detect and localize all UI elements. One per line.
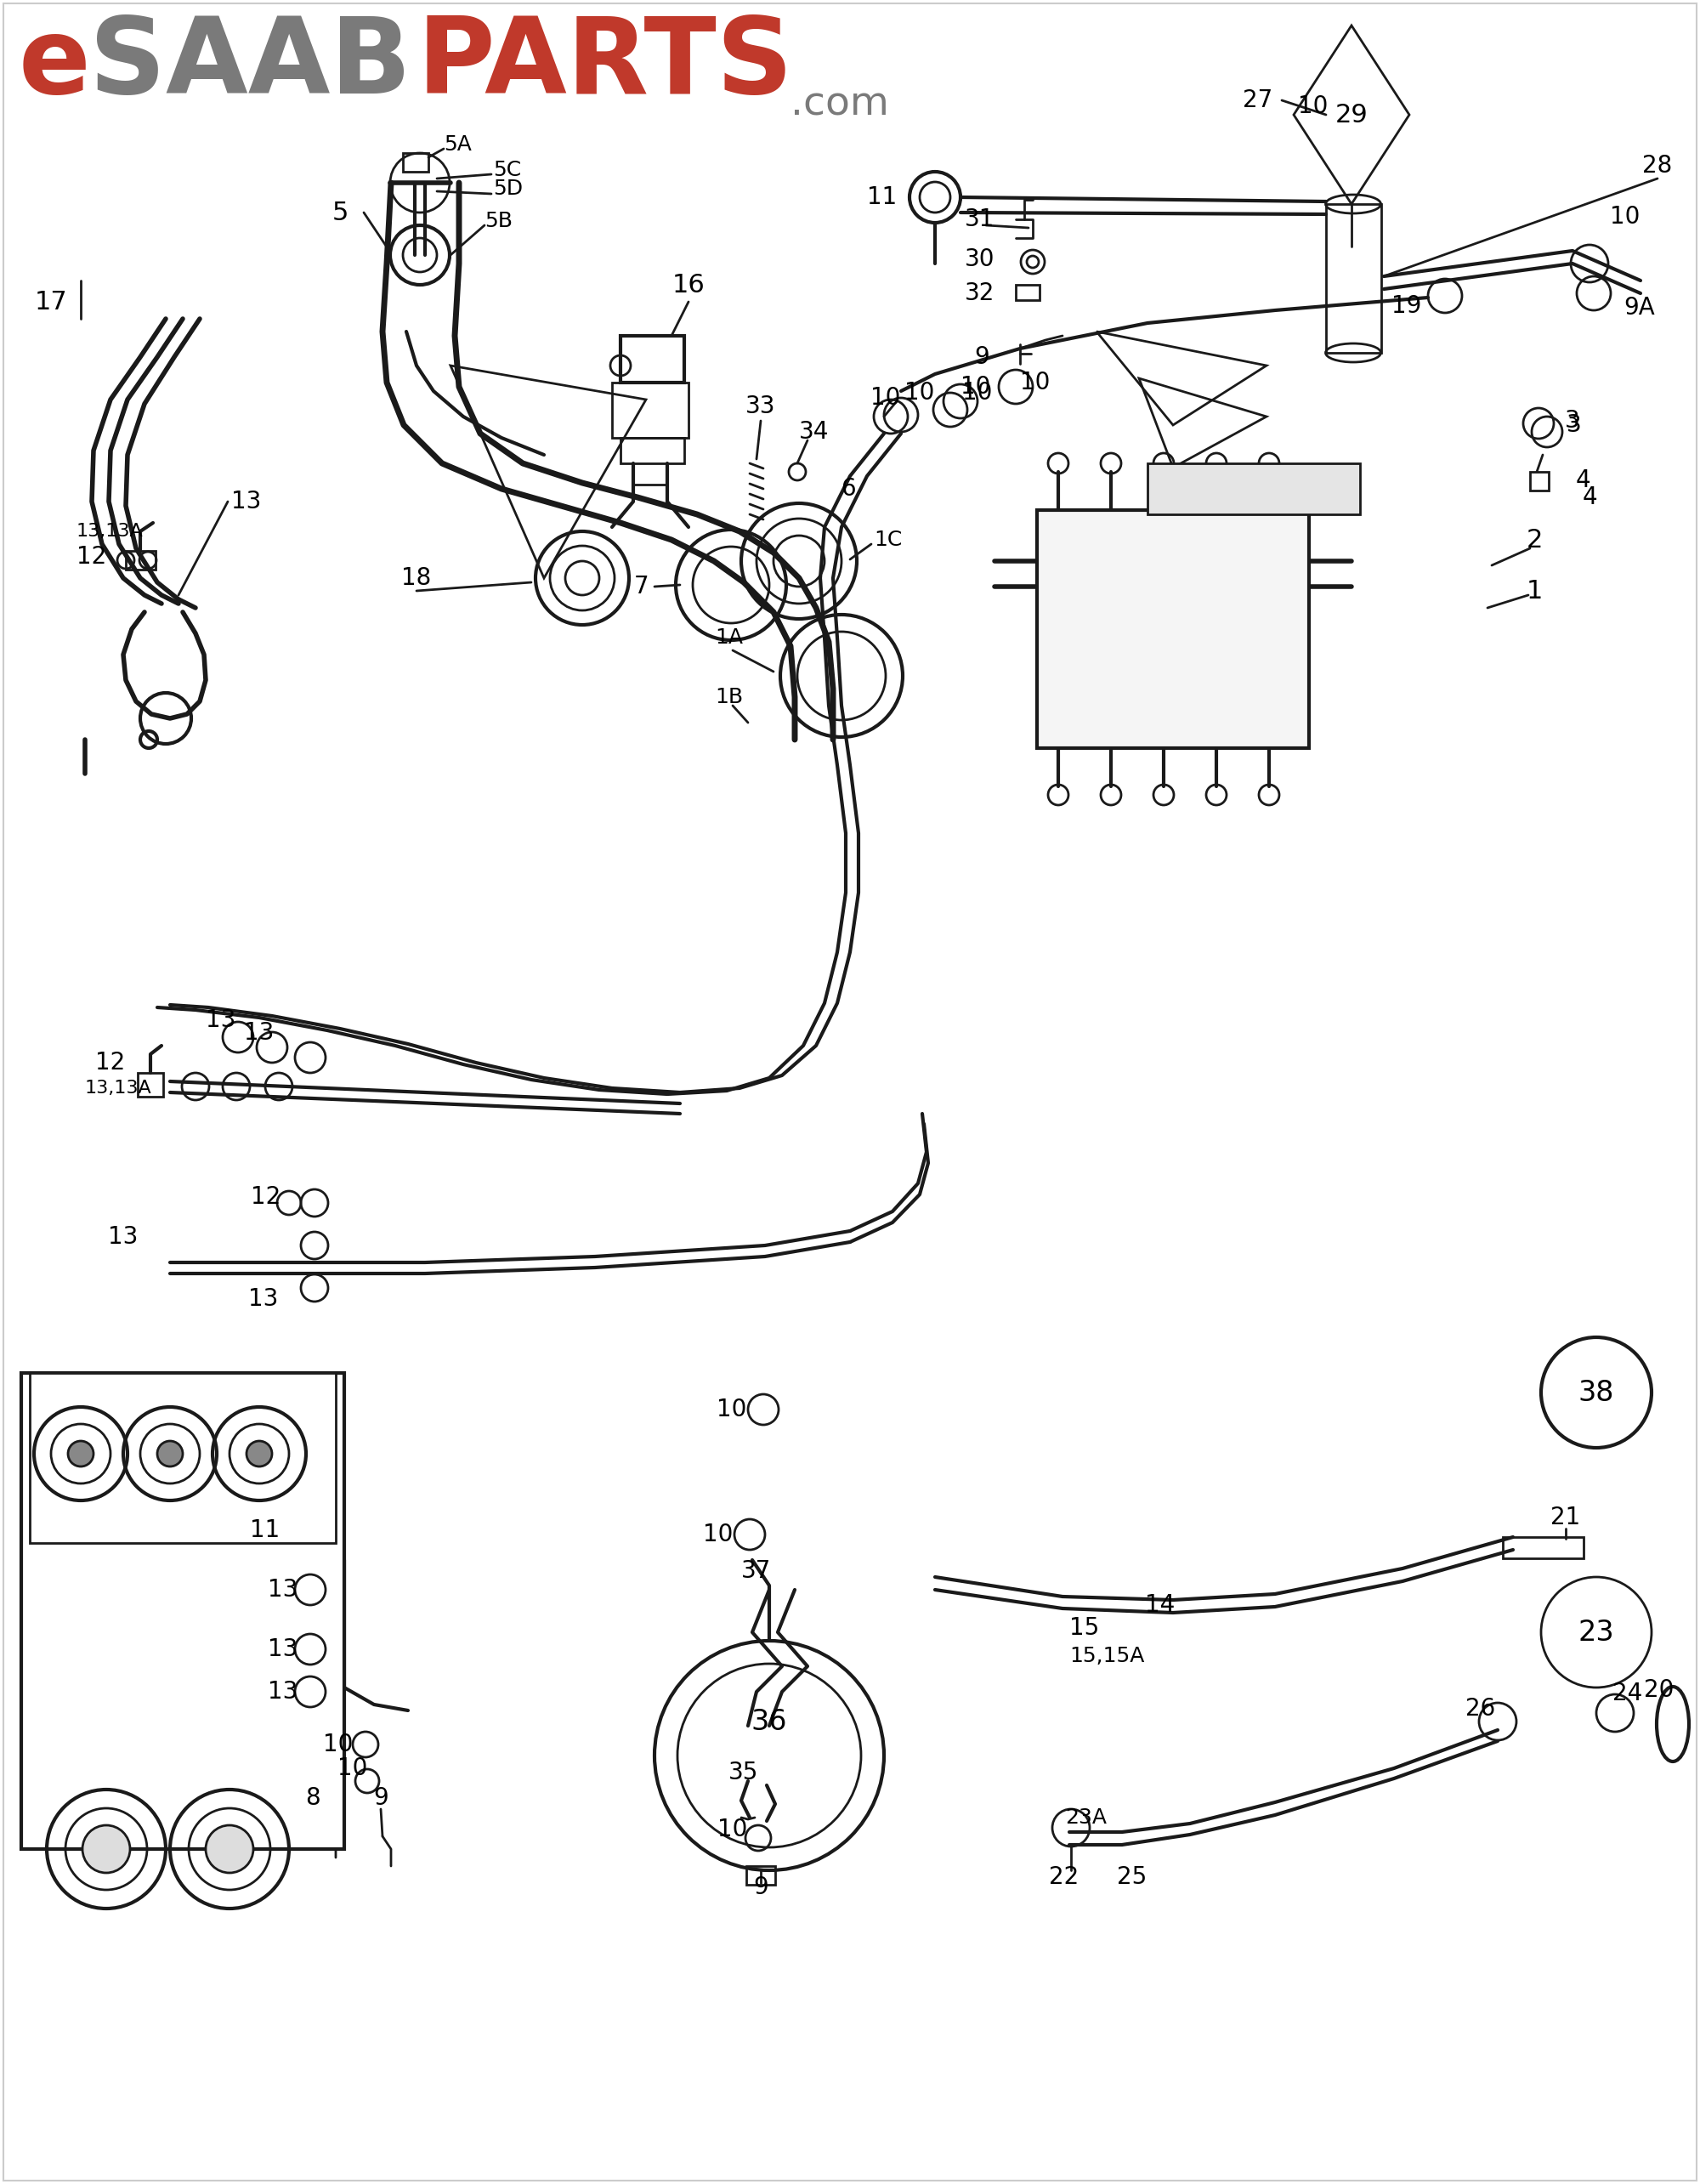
Text: 5D: 5D xyxy=(493,179,524,199)
Text: 4: 4 xyxy=(1583,485,1596,509)
Bar xyxy=(31,1374,337,1544)
Bar xyxy=(1037,511,1309,749)
Text: 15: 15 xyxy=(1069,1616,1100,1640)
Text: 37: 37 xyxy=(741,1559,772,1583)
Text: 21: 21 xyxy=(1550,1505,1581,1529)
Text: 34: 34 xyxy=(799,419,830,443)
Text: 23: 23 xyxy=(1578,1618,1615,1647)
Bar xyxy=(1148,463,1360,515)
Text: 28: 28 xyxy=(1642,153,1673,177)
Text: 1A: 1A xyxy=(716,627,743,649)
Text: 5A: 5A xyxy=(444,135,471,155)
Bar xyxy=(1017,284,1040,299)
Text: 2: 2 xyxy=(1527,529,1542,553)
Text: 23A: 23A xyxy=(1066,1808,1107,1828)
Circle shape xyxy=(156,1441,184,1465)
Text: 3: 3 xyxy=(1566,408,1579,432)
Text: 14: 14 xyxy=(1146,1592,1175,1616)
Text: 15,15A: 15,15A xyxy=(1069,1647,1144,1666)
Text: 25: 25 xyxy=(1117,1865,1148,1889)
Circle shape xyxy=(68,1441,94,1465)
Circle shape xyxy=(246,1441,272,1465)
Text: 20: 20 xyxy=(1644,1677,1674,1701)
Text: 31: 31 xyxy=(966,207,994,232)
Bar xyxy=(403,153,428,173)
Text: 16: 16 xyxy=(672,273,705,297)
Text: 9A: 9A xyxy=(1624,295,1654,319)
Text: 10: 10 xyxy=(1020,371,1051,395)
Text: 12: 12 xyxy=(252,1186,280,1210)
Text: 10: 10 xyxy=(960,376,991,400)
Bar xyxy=(20,1374,343,1850)
Text: e: e xyxy=(19,13,90,116)
Bar xyxy=(138,1072,163,1096)
Text: 10: 10 xyxy=(702,1522,733,1546)
Bar xyxy=(1326,203,1380,354)
Text: 17: 17 xyxy=(34,290,68,314)
Text: 13: 13 xyxy=(245,1020,274,1044)
Text: 10: 10 xyxy=(1299,94,1328,118)
Text: 33: 33 xyxy=(746,395,775,419)
Bar xyxy=(620,437,683,463)
Text: 13,13A: 13,13A xyxy=(85,1079,151,1096)
Text: 5: 5 xyxy=(332,201,348,225)
Bar xyxy=(126,550,156,570)
Text: 9: 9 xyxy=(974,345,989,369)
Text: 9: 9 xyxy=(374,1787,388,1811)
Text: 36: 36 xyxy=(751,1708,787,1736)
Text: 11: 11 xyxy=(867,186,898,210)
Text: 38: 38 xyxy=(1578,1378,1615,1406)
Text: 18: 18 xyxy=(401,566,432,590)
Text: 1B: 1B xyxy=(716,688,743,708)
Text: 13: 13 xyxy=(109,1225,138,1249)
Text: 13: 13 xyxy=(231,489,262,513)
Text: 12: 12 xyxy=(95,1051,126,1075)
Text: 27: 27 xyxy=(1243,87,1273,111)
Bar xyxy=(1530,472,1549,491)
Text: 10: 10 xyxy=(338,1756,367,1780)
Text: 13: 13 xyxy=(267,1679,298,1704)
Text: 10: 10 xyxy=(870,387,901,411)
Text: 1: 1 xyxy=(1527,579,1542,603)
Text: 9: 9 xyxy=(753,1876,768,1900)
Text: 22: 22 xyxy=(1049,1865,1080,1889)
Text: 3: 3 xyxy=(1567,413,1581,437)
Text: 10: 10 xyxy=(962,380,993,404)
Text: .com: .com xyxy=(790,85,889,122)
Text: 11: 11 xyxy=(250,1518,280,1542)
Text: 10: 10 xyxy=(717,1817,748,1841)
Text: 4: 4 xyxy=(1576,467,1590,491)
Bar xyxy=(746,1865,775,1885)
Bar xyxy=(612,382,689,437)
Text: 24: 24 xyxy=(1613,1682,1642,1706)
Text: 19: 19 xyxy=(1391,295,1421,319)
Text: 6: 6 xyxy=(842,476,855,500)
Text: 8: 8 xyxy=(306,1787,320,1811)
Text: 29: 29 xyxy=(1334,103,1368,127)
Text: 7: 7 xyxy=(634,574,649,598)
Text: 13: 13 xyxy=(248,1286,279,1310)
Text: 10: 10 xyxy=(1610,205,1640,229)
Text: 10: 10 xyxy=(904,380,935,404)
Circle shape xyxy=(82,1826,129,1874)
Bar xyxy=(1503,1538,1584,1559)
Text: 32: 32 xyxy=(966,282,994,306)
Circle shape xyxy=(206,1826,253,1874)
Text: 30: 30 xyxy=(966,247,994,271)
Text: 13: 13 xyxy=(267,1577,298,1601)
Text: 1C: 1C xyxy=(874,531,903,550)
Text: 5B: 5B xyxy=(484,212,513,232)
Bar xyxy=(620,336,683,382)
Text: 12: 12 xyxy=(76,546,107,568)
Text: 10: 10 xyxy=(323,1732,354,1756)
Text: 10: 10 xyxy=(716,1398,746,1422)
Text: 13,13A: 13,13A xyxy=(76,522,143,539)
Text: 26: 26 xyxy=(1465,1697,1496,1721)
Text: 13: 13 xyxy=(206,1009,236,1033)
Text: PARTS: PARTS xyxy=(416,13,792,116)
Text: 5C: 5C xyxy=(493,159,522,181)
Text: 13: 13 xyxy=(267,1638,298,1662)
Text: SAAB: SAAB xyxy=(88,13,411,116)
Text: 35: 35 xyxy=(729,1760,758,1784)
